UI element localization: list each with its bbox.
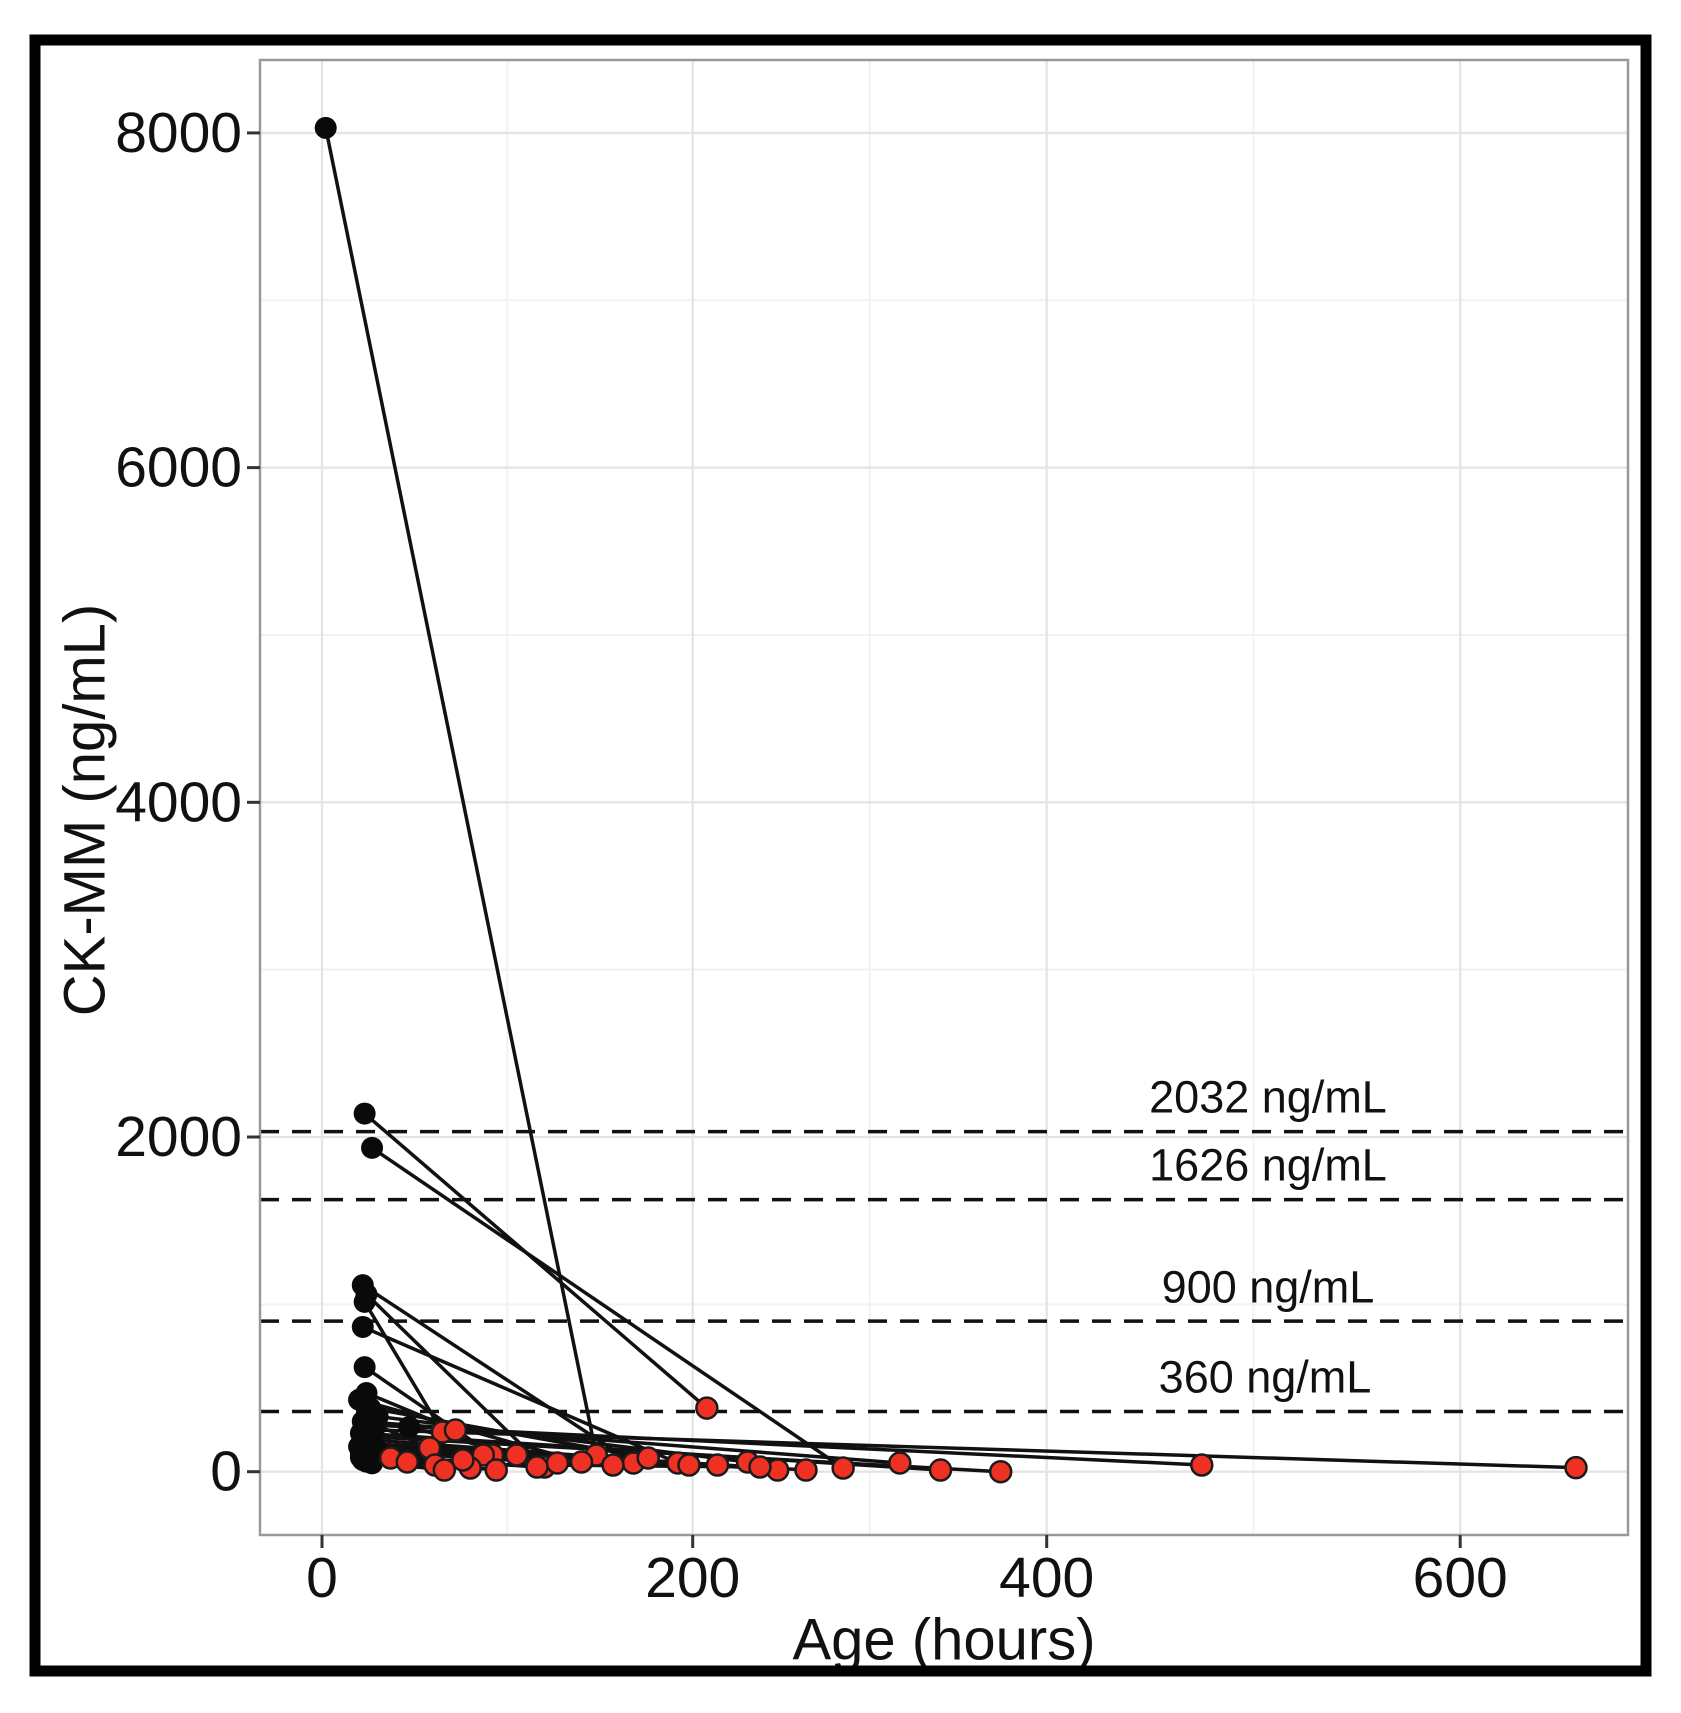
y-tick-2000: 2000: [115, 1105, 242, 1169]
x-tick-200: 200: [645, 1546, 740, 1610]
followup-point: [988, 1459, 1013, 1484]
initial-screen-point: [353, 1356, 376, 1379]
plot-panel: [260, 60, 1628, 1535]
followup-point: [748, 1455, 772, 1479]
axis-tick-marks: [247, 131, 1462, 1548]
y-tick-6000: 6000: [115, 436, 242, 500]
initial-screen-point: [351, 1315, 374, 1338]
followup-point: [601, 1453, 625, 1477]
threshold-label-360: 360 ng/mL: [1159, 1352, 1372, 1403]
connector-line: [371, 1146, 845, 1470]
connector-line: [373, 1428, 1577, 1470]
followup-point: [1190, 1453, 1214, 1477]
y-tick-8000: 8000: [115, 101, 242, 165]
followup-point: [1564, 1455, 1588, 1480]
followup-point: [794, 1458, 818, 1482]
x-axis-title: Age (hours): [792, 1608, 1095, 1673]
followup-point: [569, 1450, 594, 1474]
followup-point: [928, 1458, 953, 1482]
gridlines: [260, 60, 1628, 1535]
followup-point: [451, 1448, 475, 1472]
connector-line: [361, 1283, 635, 1465]
followup-point: [695, 1396, 719, 1420]
followup-point: [677, 1453, 701, 1477]
followup-point: [443, 1418, 468, 1442]
x-tick-400: 400: [999, 1546, 1094, 1610]
initial-screen-point: [314, 116, 337, 139]
followup-point: [432, 1458, 457, 1482]
y-axis-title: CK-MM (ng/mL): [53, 604, 118, 1016]
y-tick-0: 0: [210, 1440, 242, 1504]
connector-line: [323, 127, 599, 1456]
connector-line: [368, 1423, 1202, 1467]
followup-point: [504, 1443, 529, 1467]
initial-screen-point: [361, 1452, 384, 1475]
y-axis-tick-labels: 0 2000 4000 6000 8000: [115, 101, 242, 1504]
panel-border: [258, 58, 1630, 1537]
threshold-label-2032: 2032 ng/mL: [1149, 1072, 1387, 1123]
followup-point: [705, 1453, 730, 1477]
x-tick-0: 0: [306, 1546, 338, 1610]
initial-screen-point: [353, 1290, 376, 1313]
initial-screen-point: [357, 1410, 380, 1433]
y-tick-4000: 4000: [115, 770, 242, 834]
connector-line: [365, 1293, 546, 1469]
threshold-label-1626: 1626 ng/mL: [1149, 1140, 1387, 1191]
initial-screen-point: [398, 1416, 421, 1439]
initial-screen-point: [361, 1136, 384, 1159]
followup-point: [831, 1456, 855, 1480]
followup-point: [545, 1451, 570, 1475]
followup-point: [395, 1450, 420, 1474]
followup-point: [888, 1451, 912, 1475]
followup-point: [484, 1458, 508, 1482]
data-points: [314, 116, 1588, 1484]
x-axis-tick-labels: 0 200 400 600: [306, 1546, 1508, 1610]
followup-point: [525, 1455, 549, 1479]
threshold-labels: 2032 ng/mL 1626 ng/mL 900 ng/mL 360 ng/m…: [1149, 1072, 1387, 1403]
followup-point: [636, 1446, 660, 1470]
x-tick-600: 600: [1413, 1546, 1508, 1610]
threshold-label-900: 900 ng/mL: [1162, 1262, 1375, 1313]
outer-frame: [29, 34, 1652, 1677]
initial-screen-point: [353, 1102, 376, 1125]
